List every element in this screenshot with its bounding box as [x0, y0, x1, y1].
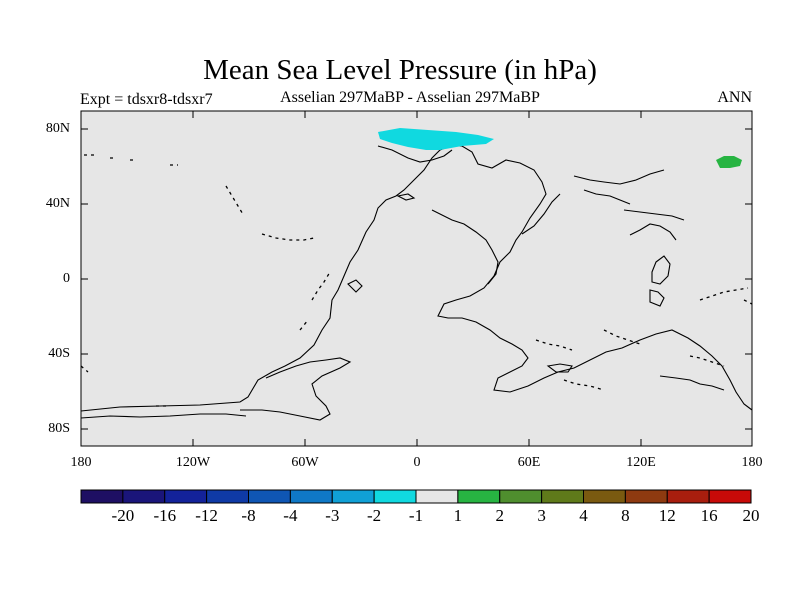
lon-label-60w: 60W — [291, 455, 319, 470]
tethys-coastline — [431, 209, 499, 285]
colorbar-swatch — [373, 489, 417, 504]
experiment-label: Expt = tdsxr8-tdsxr7 — [80, 91, 213, 108]
axis-ticks — [80, 111, 753, 446]
colorbar-label: 8 — [621, 506, 630, 525]
inner-sea-coastline — [521, 193, 561, 235]
east-peninsula — [573, 169, 665, 185]
colorbar-label: 16 — [700, 506, 718, 525]
colorbar-swatch — [708, 489, 752, 504]
fragment-10 — [80, 365, 89, 373]
small-island-north — [396, 193, 416, 201]
lon-label-0: 0 — [413, 455, 421, 470]
season-label: ANN — [717, 89, 752, 106]
island-arc — [629, 223, 677, 241]
left-ticks — [81, 128, 88, 430]
fragment-6 — [311, 271, 331, 301]
fragment-2 — [110, 157, 136, 161]
colorbar-label: -12 — [195, 506, 218, 525]
colorbar-label: 20 — [742, 506, 760, 525]
colorbar-swatch — [583, 489, 626, 504]
colorbar-swatch — [248, 489, 291, 504]
page-title: Mean Sea Level Pressure (in hPa) — [203, 54, 597, 86]
fragment-5 — [261, 233, 315, 241]
lat-label-80n: 80N — [45, 121, 70, 136]
bottom-ticks — [80, 439, 753, 446]
lat-label-40n: 40N — [45, 196, 70, 211]
colorbar-label: -20 — [111, 506, 135, 525]
lat-label-80s: 80S — [48, 421, 70, 436]
pangaea-coastline — [80, 145, 753, 412]
colorbar-label: 2 — [495, 506, 505, 525]
colorbar-label: 4 — [579, 506, 588, 525]
colorbar-label: 1 — [453, 506, 463, 525]
coastline-fragments — [80, 154, 753, 407]
west-arm-coastline — [80, 413, 247, 419]
lon-label-180e: 180 — [741, 455, 763, 470]
colorbar-swatch — [122, 489, 166, 504]
colorbar-swatch — [457, 489, 501, 504]
colorbar-swatch — [80, 489, 124, 504]
colorbar-swatch — [206, 489, 250, 504]
colorbar-swatch — [624, 489, 668, 504]
negative-anomaly-patch — [378, 128, 494, 150]
lon-label-60e: 60E — [517, 455, 541, 470]
lat-label-0: 0 — [63, 271, 70, 286]
colorbar-swatch — [289, 489, 333, 504]
lat-label-40s: 40S — [48, 346, 70, 361]
colorbar-swatch — [499, 489, 543, 504]
southeast-coastline — [659, 375, 725, 391]
colorbar-label: -4 — [283, 506, 298, 525]
lon-label-120w: 120W — [175, 455, 211, 470]
colorbar-swatch — [331, 489, 375, 504]
south-island — [546, 363, 573, 373]
east-island — [651, 255, 671, 285]
small-island-west — [347, 279, 363, 293]
lon-label-180w: 180 — [70, 455, 92, 470]
colorbar-swatch — [164, 489, 208, 504]
fragment-14 — [743, 299, 753, 305]
north-coastline — [377, 145, 453, 163]
tethys-islands — [583, 189, 631, 205]
east-coastline — [623, 209, 685, 221]
colorbar-label: 12 — [658, 506, 676, 525]
colorbar-swatch — [666, 489, 710, 504]
right-ticks — [745, 128, 752, 430]
fragment-8 — [699, 287, 749, 301]
gondwana-coastline — [240, 357, 352, 421]
fragment-4 — [225, 185, 245, 217]
colorbar-label: -3 — [325, 506, 340, 525]
coastlines — [80, 145, 753, 421]
subtitle: Asselian 297MaBP - Asselian 297MaBP — [280, 89, 540, 106]
colorbar-label: -1 — [408, 506, 424, 525]
fragment-9 — [689, 355, 725, 367]
colorbar-swatch — [541, 489, 585, 504]
colorbar-label: -2 — [367, 506, 382, 525]
colorbar-swatch — [415, 489, 459, 504]
top-ticks — [192, 111, 642, 118]
colorbar-label: -16 — [153, 506, 177, 525]
colorbar — [80, 489, 752, 504]
fragment-7 — [299, 319, 309, 331]
southeast-island — [649, 289, 665, 307]
positive-anomaly-patch — [716, 156, 742, 168]
colorbar-label: 3 — [537, 506, 546, 525]
lon-label-120e: 120E — [626, 455, 656, 470]
colorbar-label: -8 — [241, 506, 256, 525]
